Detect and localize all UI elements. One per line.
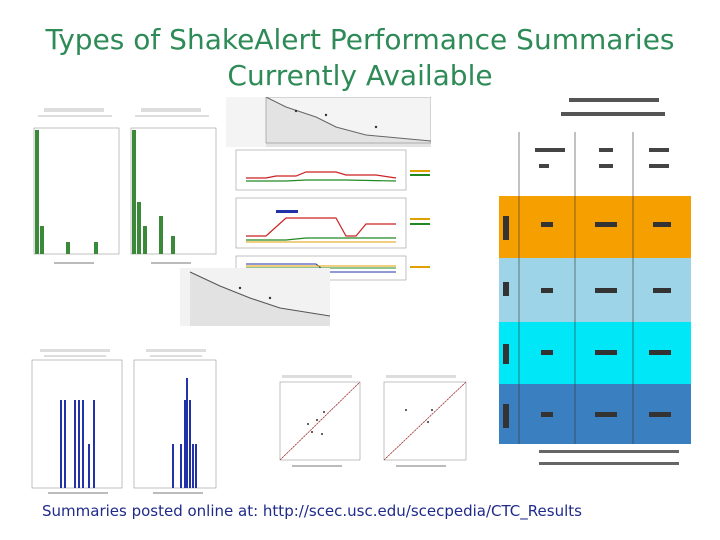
footer-text: Summaries posted online at: http://scec.… bbox=[42, 502, 582, 520]
slide-title: Types of ShakeAlert Performance Summarie… bbox=[0, 22, 720, 94]
map-thumbnail-top bbox=[226, 97, 431, 147]
magnitude-scatter-plot-1 bbox=[262, 372, 364, 472]
scatter-plot-1-graph bbox=[279, 375, 361, 467]
magnitude-scatter-plot-2 bbox=[366, 372, 470, 472]
map-thumbnail-bottom bbox=[180, 268, 330, 326]
green-histogram-1 bbox=[24, 104, 122, 272]
green-histogram-1-plot bbox=[33, 108, 120, 264]
summary-table-graphic bbox=[499, 98, 691, 465]
green-histogram-2-plot bbox=[130, 108, 217, 264]
scatter-plot-2-graph bbox=[383, 375, 467, 467]
map-top-plot bbox=[226, 97, 431, 147]
title-line-1: Types of ShakeAlert Performance Summarie… bbox=[45, 23, 675, 56]
performance-summary-table bbox=[499, 92, 691, 484]
blue-histogram-1-plot bbox=[31, 349, 123, 494]
title-line-2: Currently Available bbox=[227, 59, 493, 92]
blue-histogram-2 bbox=[128, 346, 220, 498]
green-histogram-2 bbox=[121, 104, 219, 272]
map-bottom-plot bbox=[180, 268, 330, 326]
timeline-plot-2 bbox=[226, 196, 431, 252]
timeline-plot-2-graph bbox=[235, 197, 430, 249]
timeline-plot-1 bbox=[226, 148, 431, 194]
blue-histogram-2-plot bbox=[133, 349, 217, 494]
blue-histogram-1 bbox=[18, 346, 126, 498]
timeline-plot-1-graph bbox=[235, 149, 430, 191]
